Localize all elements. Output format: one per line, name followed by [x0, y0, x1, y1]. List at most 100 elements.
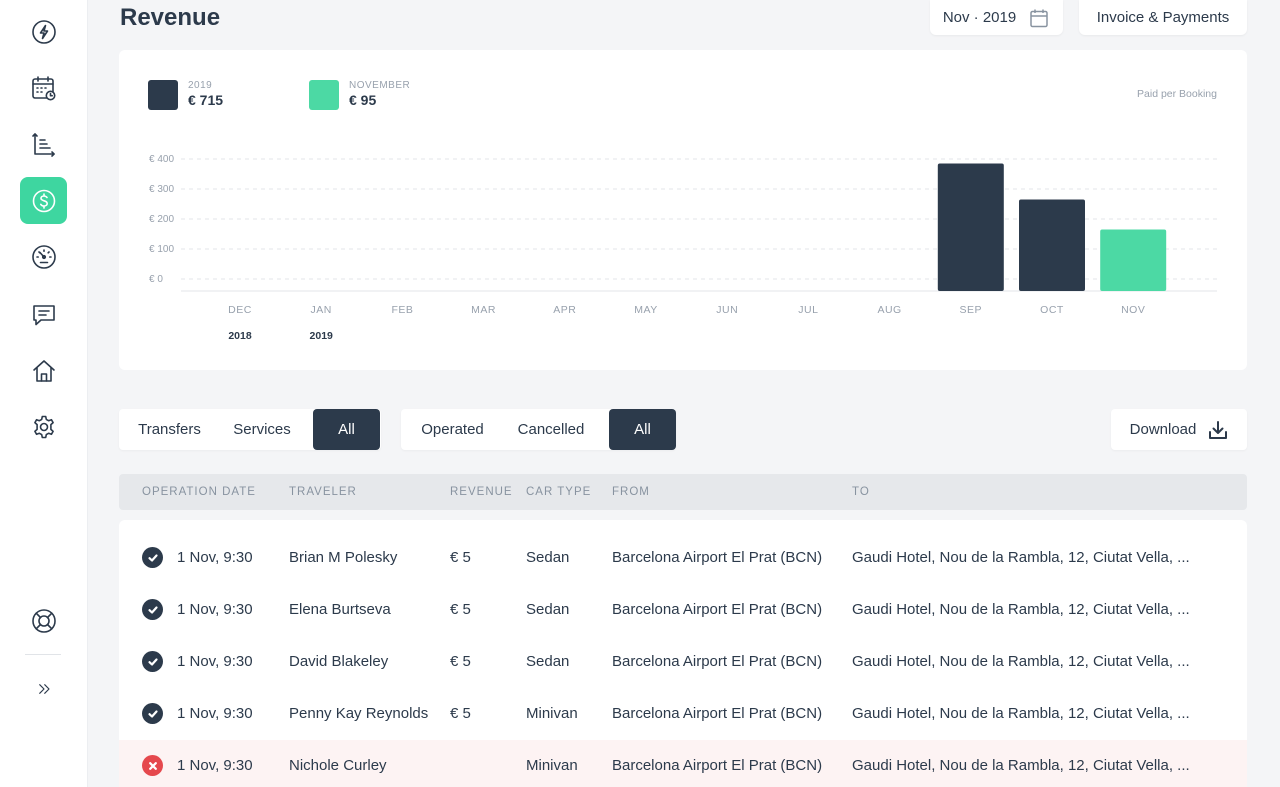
x-tick-label: MAR: [471, 304, 496, 316]
nav-bookings[interactable]: [20, 64, 67, 111]
nav-dashboard[interactable]: [20, 8, 67, 55]
sidebar: [0, 0, 88, 787]
x-tick-label: DEC: [228, 304, 252, 316]
cell-traveler: Penny Kay Reynolds: [289, 705, 429, 722]
cell-from: Barcelona Airport El Prat (BCN): [612, 757, 823, 774]
cell-car-type: Sedan: [526, 549, 570, 566]
cell-to: Gaudi Hotel, Nou de la Rambla, 12, Ciuta…: [852, 601, 1190, 618]
col-from[interactable]: FROM: [612, 486, 650, 498]
cell-to: Gaudi Hotel, Nou de la Rambla, 12, Ciuta…: [852, 757, 1190, 774]
col-car-type[interactable]: CAR TYPE: [526, 486, 592, 498]
x-tick-label: APR: [553, 304, 576, 316]
cell-date: 1 Nov, 9:30: [177, 653, 253, 670]
expand-icon: [38, 683, 50, 694]
filter-type-all[interactable]: All: [313, 409, 380, 450]
legend-month-value: € 95: [349, 92, 377, 108]
col-operation-date[interactable]: OPERATION DATE: [142, 486, 256, 498]
x-tick-label: NOV: [1121, 304, 1145, 316]
bar-nov: [1100, 229, 1167, 291]
cell-car-type: Minivan: [526, 757, 578, 774]
cell-revenue: € 5: [450, 549, 471, 566]
cell-to: Gaudi Hotel, Nou de la Rambla, 12, Ciuta…: [852, 549, 1190, 566]
cell-date: 1 Nov, 9:30: [177, 601, 253, 618]
revenue-chart-card: 2019 € 715 NOVEMBER € 95 Paid per Bookin…: [119, 50, 1247, 370]
table-row[interactable]: 1 Nov, 9:30 Brian M Polesky € 5 Sedan Ba…: [119, 532, 1247, 584]
bar-oct: [1019, 199, 1085, 291]
filter-cancelled[interactable]: Cancelled: [517, 421, 585, 438]
bar-sep: [937, 163, 1004, 291]
table-row[interactable]: 1 Nov, 9:30 Penny Kay Reynolds € 5 Miniv…: [119, 688, 1247, 740]
dollar-icon: [32, 189, 55, 212]
cell-traveler: Brian M Polesky: [289, 549, 398, 566]
cell-date: 1 Nov, 9:30: [177, 757, 253, 774]
nav-settings[interactable]: [20, 403, 67, 450]
sidebar-expand-button[interactable]: [20, 665, 67, 712]
status-filter: Operated Cancelled All: [401, 409, 676, 450]
download-label: Download: [1129, 421, 1197, 438]
y-tick-label: € 300: [149, 184, 174, 195]
cancelled-x-icon: [142, 755, 163, 776]
filter-transfers[interactable]: Transfers: [138, 421, 201, 438]
filter-status-all[interactable]: All: [609, 409, 676, 450]
nav-help[interactable]: [20, 597, 67, 644]
type-filter: Transfers Services All: [119, 409, 381, 450]
table-row[interactable]: 1 Nov, 9:30 David Blakeley € 5 Sedan Bar…: [119, 636, 1247, 688]
nav-home[interactable]: [20, 347, 67, 394]
operated-check-icon: [142, 599, 163, 620]
nav-messages[interactable]: [20, 291, 67, 338]
operated-check-icon: [142, 651, 163, 672]
filter-operated[interactable]: Operated: [421, 421, 484, 438]
y-tick-label: € 200: [149, 214, 174, 225]
legend-month-label: NOVEMBER: [349, 80, 411, 91]
nav-revenue[interactable]: [20, 177, 67, 224]
col-traveler[interactable]: TRAVELER: [289, 486, 357, 498]
filter-services[interactable]: Services: [233, 421, 291, 438]
legend-year-value: € 715: [188, 92, 224, 108]
nav-performance[interactable]: [20, 233, 67, 280]
cell-traveler: Elena Burtseva: [289, 601, 391, 618]
cell-revenue: € 5: [450, 653, 471, 670]
cell-from: Barcelona Airport El Prat (BCN): [612, 601, 823, 618]
legend-year-swatch: [148, 80, 178, 110]
cell-date: 1 Nov, 9:30: [177, 549, 253, 566]
cell-from: Barcelona Airport El Prat (BCN): [612, 653, 823, 670]
lightning-icon: [31, 19, 56, 44]
cell-from: Barcelona Airport El Prat (BCN): [612, 549, 823, 566]
cell-date: 1 Nov, 9:30: [177, 705, 253, 722]
col-revenue[interactable]: REVENUE: [450, 486, 513, 498]
year-label: 2019: [310, 330, 334, 342]
legend-month-swatch: [309, 80, 339, 110]
cell-car-type: Sedan: [526, 653, 570, 670]
cell-traveler: David Blakeley: [289, 653, 389, 670]
table-row[interactable]: 1 Nov, 9:30 Elena Burtseva € 5 Sedan Bar…: [119, 584, 1247, 636]
calendar-clock-icon: [31, 75, 55, 100]
date-picker-value: Nov · 2019: [942, 9, 1017, 26]
y-tick-label: € 0: [149, 274, 163, 285]
paid-per-booking-label: Paid per Booking: [1137, 88, 1217, 100]
year-label: 2018: [228, 330, 252, 342]
invoice-payments-button[interactable]: Invoice & Payments: [1079, 0, 1247, 35]
cell-traveler: Nichole Curley: [289, 757, 387, 774]
download-button[interactable]: Download: [1111, 409, 1247, 450]
table-row[interactable]: 1 Nov, 9:30 Nichole Curley Minivan Barce…: [119, 740, 1247, 787]
nav-reports[interactable]: [20, 120, 67, 167]
cell-revenue: € 5: [450, 601, 471, 618]
cell-revenue: € 5: [450, 705, 471, 722]
gauge-icon: [31, 244, 56, 269]
date-picker[interactable]: Nov · 2019: [930, 0, 1063, 35]
x-tick-label: JUN: [716, 304, 738, 316]
page-title: Revenue: [120, 4, 221, 31]
download-icon: [1209, 420, 1228, 439]
sidebar-divider: [25, 654, 61, 655]
x-tick-label: OCT: [1040, 304, 1064, 316]
col-to[interactable]: TO: [852, 486, 870, 498]
cell-to: Gaudi Hotel, Nou de la Rambla, 12, Ciuta…: [852, 705, 1190, 722]
x-tick-label: SEP: [960, 304, 983, 316]
operated-check-icon: [142, 547, 163, 568]
lifebuoy-icon: [31, 608, 56, 633]
gear-icon: [33, 415, 54, 438]
x-tick-label: MAY: [634, 304, 657, 316]
table-body: 1 Nov, 9:30 Brian M Polesky € 5 Sedan Ba…: [119, 520, 1247, 787]
x-tick-label: JUL: [798, 304, 818, 316]
calendar-icon: [1030, 9, 1048, 27]
